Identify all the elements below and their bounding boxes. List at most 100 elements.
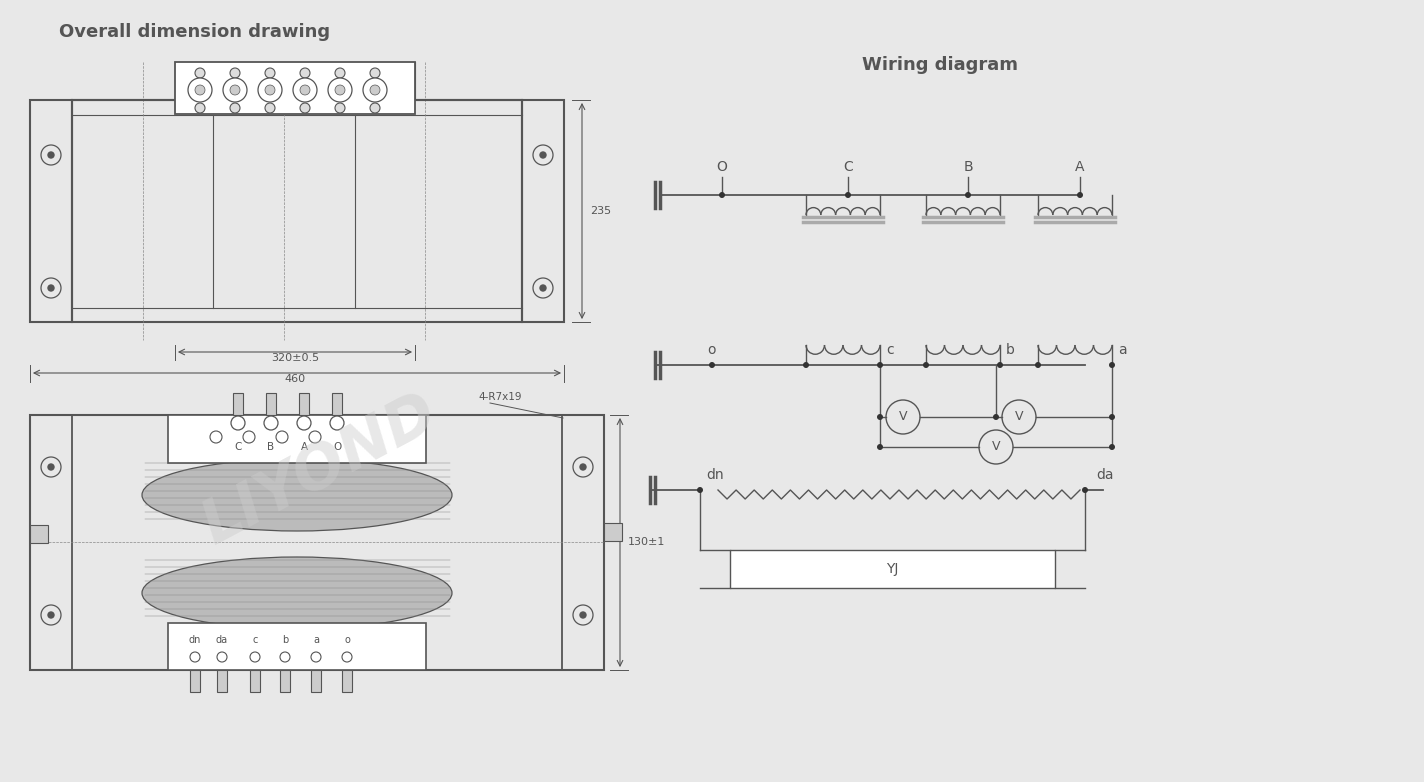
Circle shape: [1109, 414, 1115, 420]
Text: O: O: [716, 160, 728, 174]
Circle shape: [330, 416, 345, 430]
Circle shape: [580, 464, 587, 470]
Circle shape: [309, 431, 320, 443]
Circle shape: [300, 103, 310, 113]
Circle shape: [877, 414, 883, 420]
Circle shape: [370, 68, 380, 78]
Circle shape: [244, 431, 255, 443]
Text: b: b: [1005, 343, 1014, 357]
Circle shape: [696, 487, 703, 493]
Text: V: V: [899, 411, 907, 424]
Circle shape: [195, 103, 205, 113]
Text: 130±1: 130±1: [628, 537, 665, 547]
Bar: [30, 415, 73, 670]
Circle shape: [877, 362, 883, 368]
Circle shape: [1082, 487, 1088, 493]
Bar: [175, 62, 414, 114]
Circle shape: [997, 362, 1002, 368]
Circle shape: [335, 85, 345, 95]
Circle shape: [258, 78, 282, 102]
Circle shape: [231, 85, 241, 95]
Ellipse shape: [142, 557, 451, 629]
Circle shape: [300, 68, 310, 78]
Text: B: B: [963, 160, 973, 174]
Circle shape: [48, 152, 54, 158]
Bar: [523, 100, 564, 322]
Text: Wiring diagram: Wiring diagram: [862, 56, 1018, 74]
Circle shape: [265, 103, 275, 113]
Circle shape: [231, 68, 241, 78]
Circle shape: [342, 652, 352, 662]
Text: Overall dimension drawing: Overall dimension drawing: [60, 23, 330, 41]
Circle shape: [224, 78, 246, 102]
Circle shape: [276, 431, 288, 443]
Text: O: O: [333, 442, 342, 452]
Text: C: C: [235, 442, 242, 452]
Text: B: B: [268, 442, 275, 452]
Circle shape: [263, 416, 278, 430]
Bar: [73, 100, 523, 322]
Circle shape: [335, 103, 345, 113]
Circle shape: [370, 85, 380, 95]
Bar: [30, 415, 604, 670]
Circle shape: [293, 78, 318, 102]
Circle shape: [231, 416, 245, 430]
Text: dn: dn: [706, 468, 723, 482]
Text: LIYOND: LIYOND: [192, 383, 447, 557]
Bar: [189, 670, 199, 692]
Circle shape: [189, 652, 199, 662]
Circle shape: [1109, 444, 1115, 450]
Text: YJ: YJ: [886, 562, 899, 576]
Text: o: o: [345, 635, 350, 645]
Text: A: A: [1075, 160, 1085, 174]
Text: da: da: [1096, 468, 1114, 482]
Bar: [342, 670, 352, 692]
Circle shape: [370, 103, 380, 113]
Circle shape: [265, 68, 275, 78]
Circle shape: [310, 652, 320, 662]
Text: 4-R7x19: 4-R7x19: [478, 392, 521, 402]
Circle shape: [923, 362, 928, 368]
Circle shape: [540, 152, 545, 158]
Circle shape: [298, 416, 310, 430]
Text: c: c: [886, 343, 894, 357]
Circle shape: [281, 652, 290, 662]
Circle shape: [1109, 362, 1115, 368]
Text: C: C: [843, 160, 853, 174]
Circle shape: [709, 362, 715, 368]
Circle shape: [803, 362, 809, 368]
Text: V: V: [991, 440, 1000, 454]
Circle shape: [195, 68, 205, 78]
Circle shape: [209, 431, 222, 443]
Bar: [562, 415, 604, 670]
Bar: [281, 670, 290, 692]
Bar: [30, 100, 73, 322]
Bar: [168, 415, 426, 463]
Circle shape: [265, 85, 275, 95]
Circle shape: [216, 652, 226, 662]
Circle shape: [300, 85, 310, 95]
Circle shape: [540, 285, 545, 291]
Circle shape: [48, 285, 54, 291]
Bar: [234, 393, 244, 415]
Bar: [299, 393, 309, 415]
Text: 460: 460: [285, 374, 306, 384]
Circle shape: [48, 464, 54, 470]
Text: 235: 235: [590, 206, 611, 216]
Circle shape: [251, 652, 261, 662]
Circle shape: [965, 192, 971, 198]
Text: a: a: [1118, 343, 1126, 357]
Text: o: o: [708, 343, 716, 357]
Circle shape: [1035, 362, 1041, 368]
Circle shape: [877, 444, 883, 450]
Bar: [266, 393, 276, 415]
Circle shape: [580, 612, 587, 618]
Circle shape: [1077, 192, 1084, 198]
Text: a: a: [313, 635, 319, 645]
Bar: [251, 670, 261, 692]
Circle shape: [363, 78, 387, 102]
Bar: [604, 523, 622, 541]
Text: A: A: [300, 442, 308, 452]
Bar: [332, 393, 342, 415]
Circle shape: [48, 612, 54, 618]
